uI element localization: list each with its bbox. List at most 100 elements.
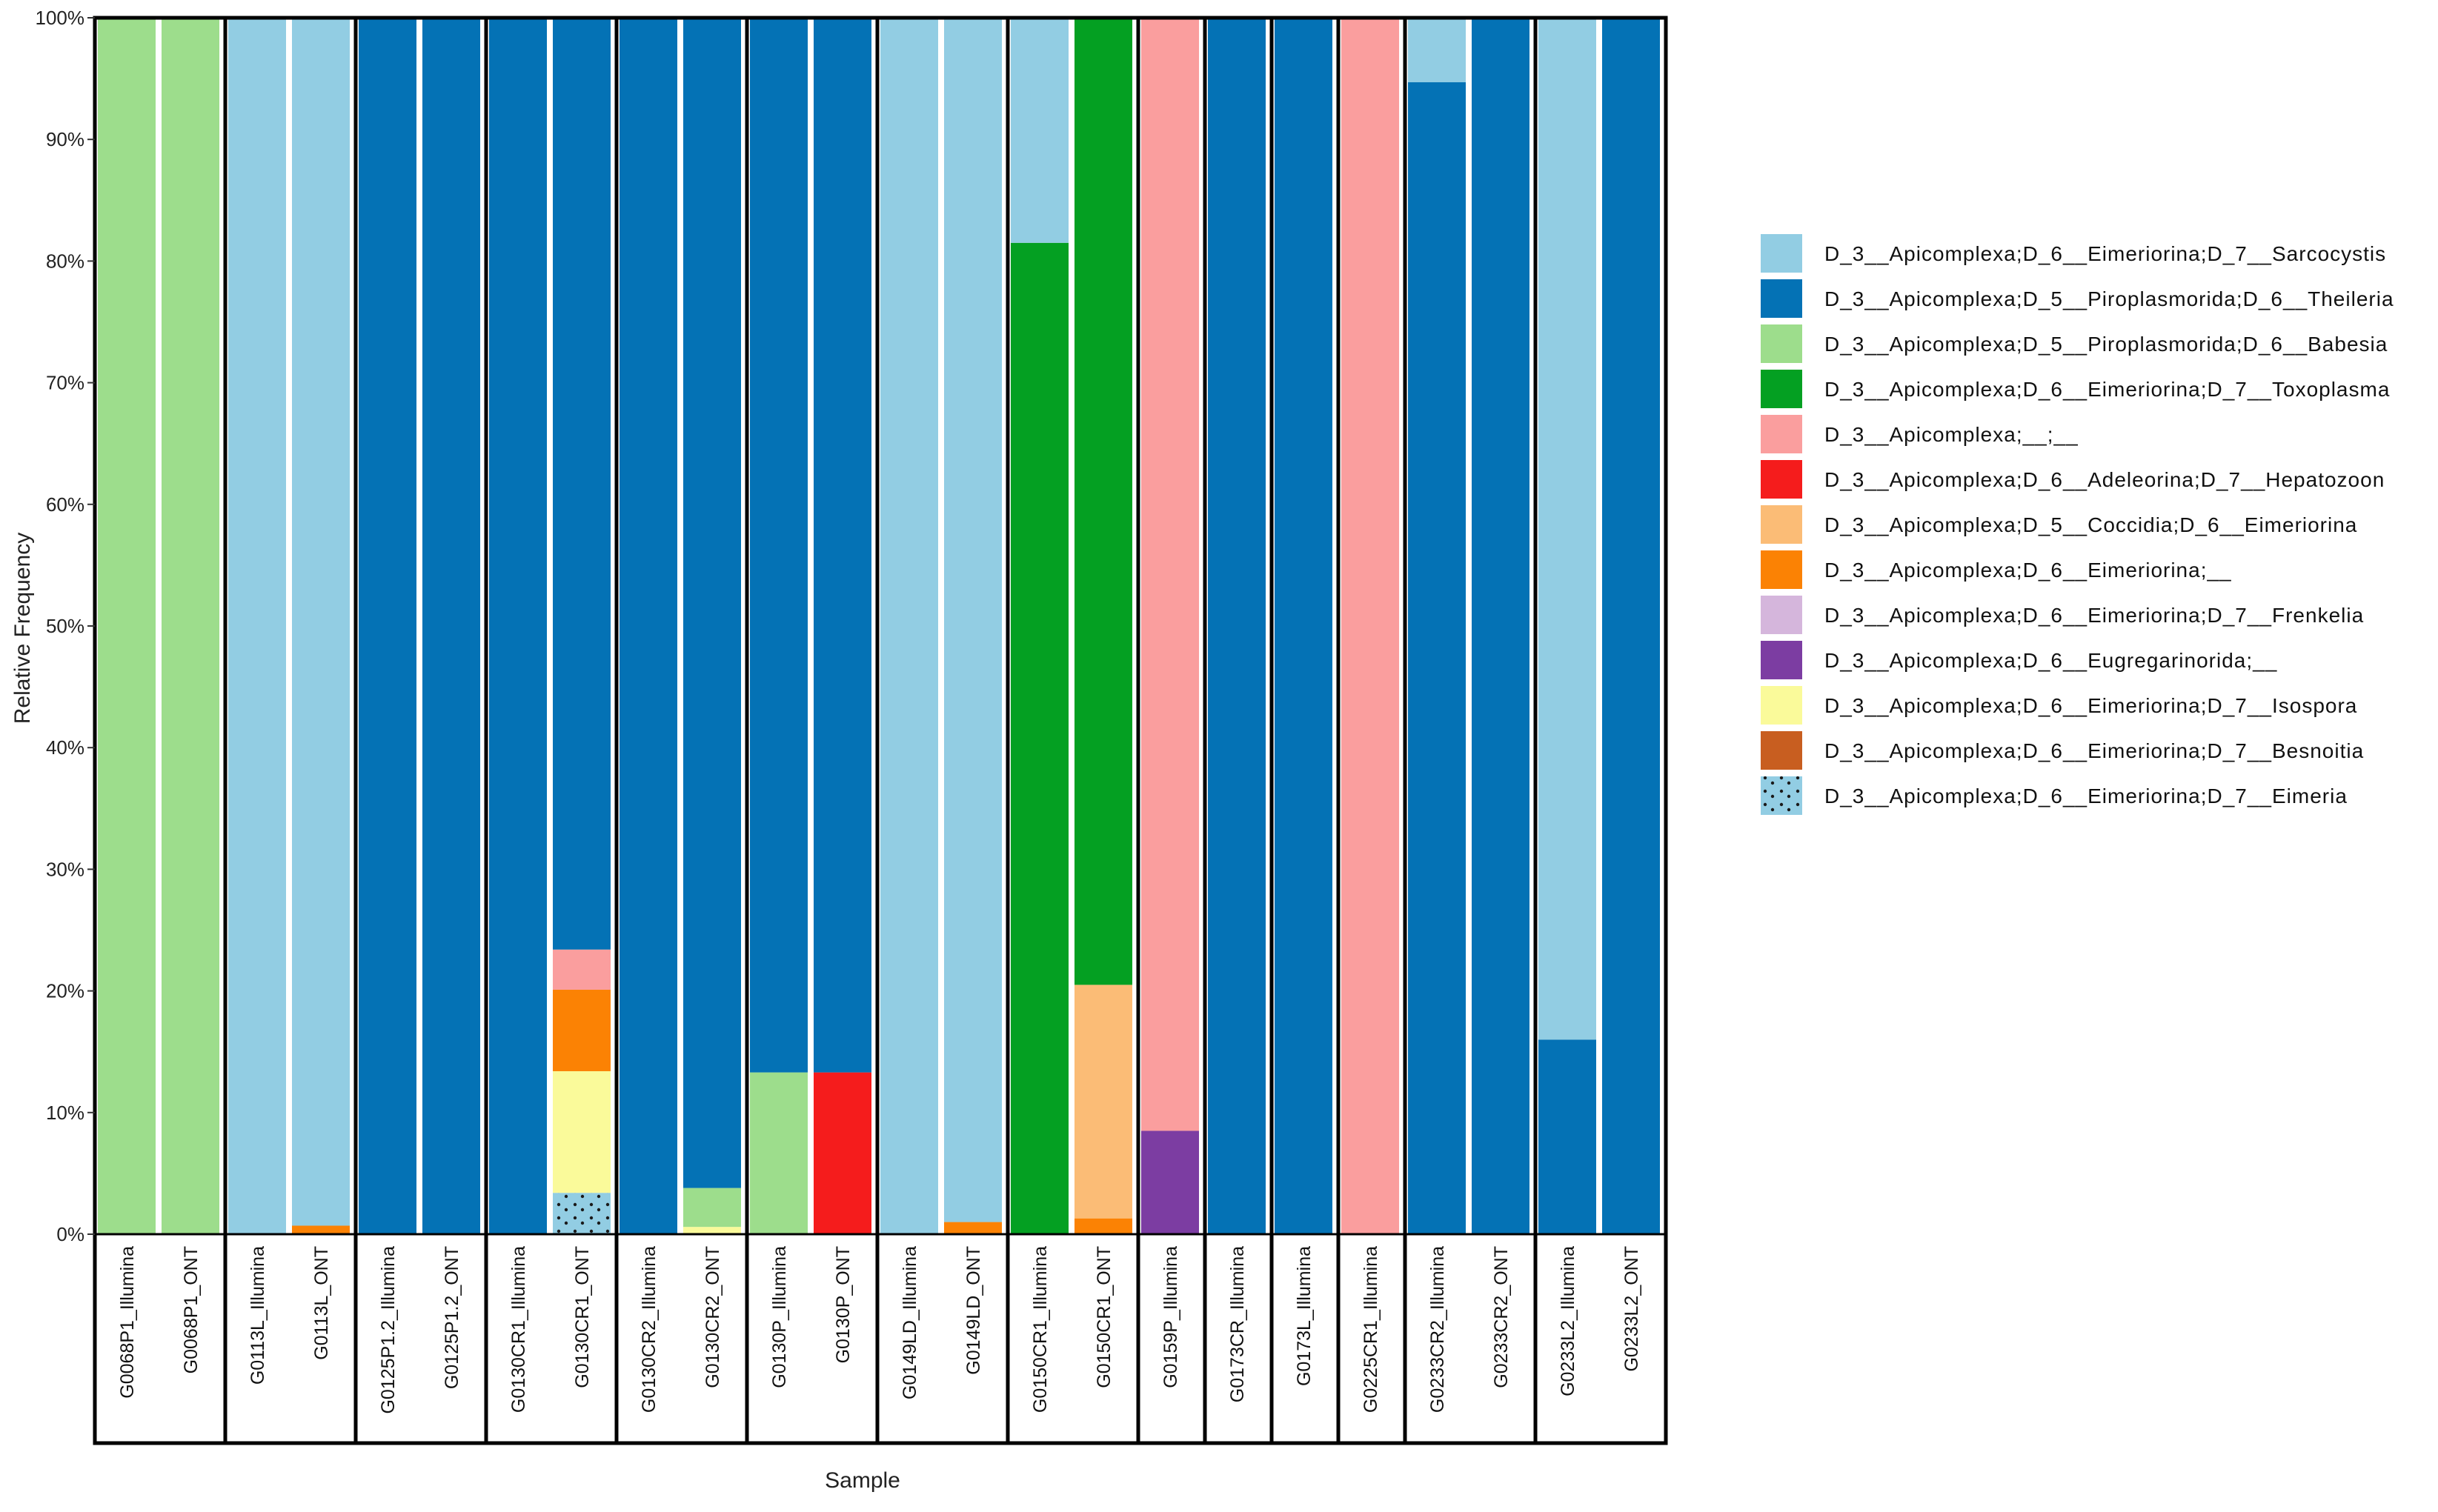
sample-label: G0159P_Illumina bbox=[1160, 1246, 1181, 1388]
bar-segment bbox=[162, 18, 219, 1234]
group-frame bbox=[1533, 16, 1668, 1445]
legend-swatch bbox=[1761, 279, 1802, 318]
bar-segment bbox=[750, 18, 808, 1073]
sample-label: G0225CR1_Illumina bbox=[1361, 1246, 1381, 1413]
sample-label: G0130CR2_ONT bbox=[702, 1246, 723, 1388]
bar-segment bbox=[98, 18, 156, 1234]
y-tick-label: 50% bbox=[46, 615, 84, 637]
bar-segment bbox=[292, 18, 350, 1226]
sample-label: G0130CR1_Illumina bbox=[508, 1246, 529, 1413]
y-tick-label: 80% bbox=[46, 250, 84, 272]
sample-label: G0173CR_Illumina bbox=[1227, 1246, 1248, 1402]
sample-label: G0150CR1_ONT bbox=[1094, 1246, 1115, 1388]
sample-label: G0233L2_Illumina bbox=[1558, 1246, 1578, 1396]
plot-area bbox=[93, 16, 1668, 1445]
bar-segment bbox=[553, 949, 611, 990]
bar-segment bbox=[683, 18, 741, 1188]
legend-swatch bbox=[1761, 776, 1802, 815]
legend-label: D_3__Apicomplexa;__;__ bbox=[1824, 423, 2079, 446]
bar-segment bbox=[683, 1227, 741, 1234]
y-tick-label: 20% bbox=[46, 980, 84, 1002]
bar-segment bbox=[1602, 18, 1660, 1234]
legend-label: D_3__Apicomplexa;D_6__Eimeriorina;D_7__T… bbox=[1824, 378, 2390, 401]
sample-label: G0068P1_Illumina bbox=[117, 1246, 138, 1399]
legend-label: D_3__Apicomplexa;D_6__Adeleorina;D_7__He… bbox=[1824, 468, 2385, 491]
sample-label: G0130CR1_ONT bbox=[572, 1246, 593, 1388]
bar-segment bbox=[1472, 18, 1529, 1234]
bar-segment bbox=[1011, 242, 1069, 1234]
bar-segment bbox=[359, 18, 416, 1234]
bar-segment bbox=[1538, 18, 1596, 1040]
y-axis-title: Relative Frequency bbox=[10, 533, 35, 724]
legend-label: D_3__Apicomplexa;D_6__Eimeriorina;D_7__E… bbox=[1824, 785, 2348, 807]
sample-label: G0125P1.2_ONT bbox=[442, 1246, 462, 1389]
sample-label: G0233CR2_ONT bbox=[1491, 1246, 1512, 1388]
bar-segment bbox=[489, 18, 547, 1234]
legend-swatch bbox=[1761, 550, 1802, 589]
x-axis-sample-labels: G0068P1_Illumina G0068P1_ONT G0113L_Illumi… bbox=[117, 1246, 1642, 1414]
bar-segment bbox=[750, 1072, 808, 1234]
bar-segment bbox=[422, 18, 480, 1234]
bar-segment bbox=[553, 1193, 611, 1234]
bar-segment bbox=[1341, 18, 1399, 1234]
bar-segment bbox=[944, 1222, 1002, 1234]
bar-segment bbox=[1408, 18, 1466, 83]
bar-segment bbox=[1074, 18, 1132, 985]
bar-segment bbox=[1538, 1039, 1596, 1234]
bar-segment bbox=[814, 18, 871, 1073]
bar-segment bbox=[1408, 82, 1466, 1234]
bar-segment bbox=[1141, 18, 1199, 1131]
y-tick-label: 10% bbox=[46, 1102, 84, 1124]
y-tick-label: 90% bbox=[46, 128, 84, 150]
legend-swatch bbox=[1761, 641, 1802, 679]
legend-label: D_3__Apicomplexa;D_6__Eimeriorina;__ bbox=[1824, 559, 2232, 582]
legend-swatch bbox=[1761, 234, 1802, 273]
legend-label: D_3__Apicomplexa;D_5__Piroplasmorida;D_6… bbox=[1824, 333, 2388, 356]
bar-segment bbox=[292, 1225, 350, 1234]
bar-segment bbox=[1275, 18, 1332, 1234]
bar-segment bbox=[880, 18, 938, 1234]
bar-segment bbox=[1011, 18, 1069, 243]
legend-label: D_3__Apicomplexa;D_5__Coccidia;D_6__Eime… bbox=[1824, 513, 2357, 536]
sample-label: G0233L2_ONT bbox=[1621, 1246, 1642, 1372]
legend-swatch bbox=[1761, 460, 1802, 499]
y-tick-label: 60% bbox=[46, 493, 84, 516]
legend-label: D_3__Apicomplexa;D_6__Eimeriorina;D_7__F… bbox=[1824, 604, 2364, 627]
bar-segment bbox=[553, 989, 611, 1071]
legend-label: D_3__Apicomplexa;D_6__Eugregarinorida;__ bbox=[1824, 649, 2277, 672]
bar-segment bbox=[553, 18, 611, 950]
sample-label: G0150CR1_Illumina bbox=[1030, 1246, 1051, 1413]
bar-segment bbox=[814, 1072, 871, 1234]
bar-segment bbox=[944, 18, 1002, 1222]
bar-segment bbox=[1208, 18, 1266, 1234]
y-tick-label: 70% bbox=[46, 372, 84, 394]
legend-label: D_3__Apicomplexa;D_6__Eimeriorina;D_7__B… bbox=[1824, 739, 2364, 762]
sample-label: G0068P1_ONT bbox=[181, 1246, 202, 1373]
legend-swatch bbox=[1761, 370, 1802, 408]
bar-segment bbox=[1074, 1218, 1132, 1234]
bar-segment bbox=[1074, 985, 1132, 1219]
y-axis: 0% 10% 20% 30% 40% 50% 60% 70% 80% 90% 100% bbox=[36, 7, 95, 1245]
bar-segment bbox=[1141, 1130, 1199, 1234]
sample-label: G0149LD_ONT bbox=[963, 1246, 984, 1375]
sample-label: G0233CR2_Illumina bbox=[1427, 1246, 1448, 1413]
sample-label: G0173L_Illumina bbox=[1294, 1246, 1315, 1386]
legend-label: D_3__Apicomplexa;D_5__Piroplasmorida;D_6… bbox=[1824, 287, 2394, 310]
legend: D_3__Apicomplexa;D_6__Eimeriorina;D_7__S… bbox=[1761, 234, 2394, 815]
sample-label: G0149LD_Illumina bbox=[900, 1246, 920, 1399]
y-tick-label: 100% bbox=[36, 7, 85, 29]
bar-segment bbox=[620, 18, 677, 1234]
bar-segment bbox=[683, 1188, 741, 1228]
legend-swatch bbox=[1761, 505, 1802, 544]
legend-swatch bbox=[1761, 596, 1802, 634]
legend-swatch bbox=[1761, 415, 1802, 453]
bar-segment bbox=[228, 18, 286, 1234]
legend-swatch bbox=[1761, 686, 1802, 725]
sample-label: G0113L_Illumina bbox=[248, 1246, 268, 1385]
sample-label: G0125P1.2_Illumina bbox=[378, 1246, 399, 1414]
legend-label: D_3__Apicomplexa;D_6__Eimeriorina;D_7__I… bbox=[1824, 694, 2357, 717]
x-axis-title: Sample bbox=[825, 1468, 900, 1493]
y-tick-label: 0% bbox=[56, 1223, 84, 1245]
